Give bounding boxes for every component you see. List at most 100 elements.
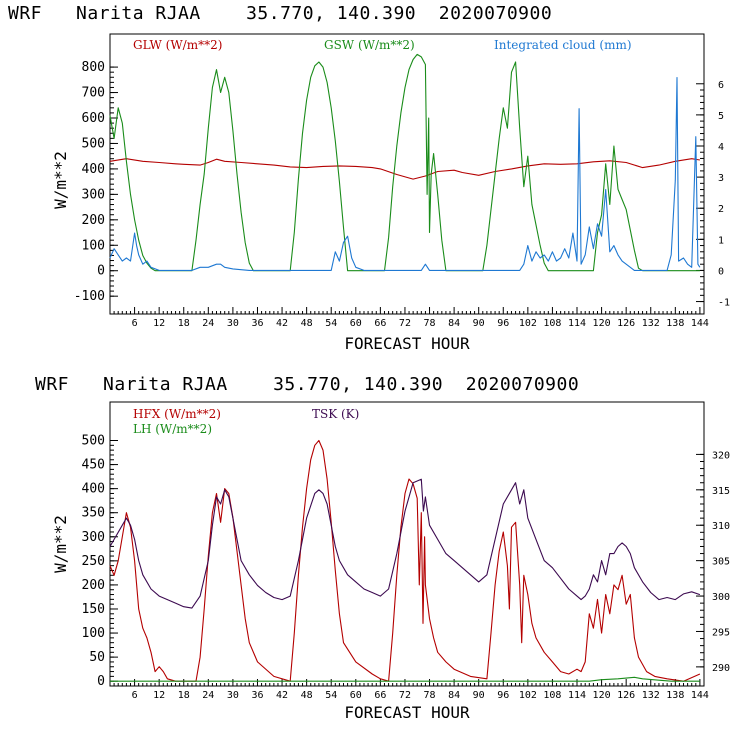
- y2-tick-label: 4: [718, 142, 724, 153]
- top-y-axis-label: W/m**2: [51, 151, 70, 209]
- top-chart-title: WRF Narita RJAA 35.770, 140.390 20200709…: [8, 3, 552, 24]
- legend-hfx: HFX (W/m**2): [133, 407, 221, 421]
- y-tick-label: 150: [82, 602, 105, 617]
- y-tick-label: -100: [74, 289, 105, 304]
- x-tick-label: 18: [178, 690, 190, 701]
- y-tick-label: 0: [97, 674, 105, 689]
- y-tick-label: 350: [82, 506, 105, 521]
- top-plot-area: 6 12 18 24 30 36 42 48 54 60 66 72 78 84 90 96 102 108 114…: [74, 33, 730, 329]
- x-tick-label: 54: [325, 318, 337, 329]
- top-axis-ticks: 6 12 18 24 30 36 42 48 54 60 66 72 78 84 90 96 102 108 114…: [74, 60, 730, 329]
- x-tick-label: 102: [519, 690, 537, 701]
- x-tick-label: 90: [473, 318, 485, 329]
- y-tick-label: 250: [82, 554, 105, 569]
- x-tick-label: 96: [497, 318, 509, 329]
- y-tick-label: 300: [82, 530, 105, 545]
- y-tick-label: 0: [97, 264, 105, 279]
- x-tick-label: 72: [399, 318, 411, 329]
- x-tick-label: 84: [448, 318, 460, 329]
- y-tick-label: 450: [82, 458, 105, 473]
- y2-tick-label: 305: [712, 557, 730, 568]
- x-tick-label: 132: [642, 690, 660, 701]
- x-tick-label: 114: [568, 318, 586, 329]
- x-tick-label: 114: [568, 690, 586, 701]
- y-tick-label: 700: [82, 86, 105, 101]
- x-tick-label: 60: [350, 690, 362, 701]
- bottom-y-axis-label: W/m**2: [51, 515, 70, 573]
- top-series-group: [109, 53, 701, 272]
- x-tick-label: 120: [593, 690, 611, 701]
- x-tick-label: 102: [519, 318, 537, 329]
- legend-integrated-cloud: Integrated cloud (mm): [494, 38, 632, 52]
- y2-tick-label: 0: [718, 266, 724, 277]
- x-tick-label: 12: [153, 690, 165, 701]
- x-tick-label: 108: [543, 318, 561, 329]
- legend-glw: GLW (W/m**2): [133, 38, 222, 52]
- x-tick-label: 66: [374, 690, 386, 701]
- x-tick-label: 24: [202, 690, 214, 701]
- y-tick-label: 600: [82, 111, 105, 126]
- y2-tick-label: 300: [712, 592, 730, 603]
- top-plot-frame: [109, 33, 705, 315]
- x-tick-label: 78: [424, 690, 436, 701]
- x-tick-label: 18: [178, 318, 190, 329]
- x-tick-label: 90: [473, 690, 485, 701]
- series-line-gsw: [109, 53, 700, 272]
- panel-bottom: WRF Narita RJAA 35.770, 140.390 20200709…: [35, 374, 730, 722]
- x-tick-label: 6: [132, 690, 138, 701]
- x-tick-label: 144: [691, 318, 709, 329]
- y2-tick-label: 2: [718, 204, 724, 215]
- x-tick-label: 60: [350, 318, 362, 329]
- y-tick-label: 100: [82, 626, 105, 641]
- y-tick-label: 400: [82, 482, 105, 497]
- bottom-plot-area: 6 12 18 24 30 36 42 48 54 60 66 72 78 84 90 96 102 108 114…: [82, 401, 731, 701]
- legend-tsk: TSK (K): [312, 407, 359, 421]
- y2-tick-label: 3: [718, 173, 724, 184]
- x-tick-label: 78: [424, 318, 436, 329]
- x-tick-label: 144: [691, 690, 709, 701]
- x-tick-label: 66: [374, 318, 386, 329]
- y2-tick-label: 320: [712, 450, 730, 461]
- y-tick-label: 800: [82, 60, 105, 75]
- legend-lh: LH (W/m**2): [133, 422, 212, 436]
- x-tick-label: 126: [617, 690, 635, 701]
- y-tick-label: 200: [82, 213, 105, 228]
- y-tick-label: 500: [82, 136, 105, 151]
- y2-tick-label: 6: [718, 80, 724, 91]
- y-tick-label: 300: [82, 187, 105, 202]
- bottom-series-group: [109, 439, 701, 682]
- x-tick-label: 138: [666, 690, 684, 701]
- y-tick-label: 500: [82, 434, 105, 449]
- y2-tick-label: -1: [718, 298, 730, 309]
- x-tick-label: 84: [448, 690, 460, 701]
- series-line-tsk: [109, 478, 701, 609]
- y-tick-label: 400: [82, 162, 105, 177]
- bottom-axis-ticks: 6 12 18 24 30 36 42 48 54 60 66 72 78 84 90 96 102 108 114…: [82, 434, 731, 701]
- y2-tick-label: 290: [712, 663, 730, 674]
- y-tick-label: 200: [82, 578, 105, 593]
- x-tick-label: 72: [399, 690, 411, 701]
- y-tick-label: 100: [82, 238, 105, 253]
- x-tick-label: 12: [153, 318, 165, 329]
- x-tick-label: 138: [666, 318, 684, 329]
- x-tick-label: 30: [227, 318, 239, 329]
- x-tick-label: 96: [497, 690, 509, 701]
- x-tick-label: 30: [227, 690, 239, 701]
- y2-tick-label: 5: [718, 111, 724, 122]
- series-line-hfx: [109, 439, 701, 682]
- x-tick-label: 48: [301, 690, 313, 701]
- x-tick-label: 36: [251, 690, 263, 701]
- series-line-integrated: [109, 77, 701, 271]
- x-tick-label: 42: [276, 318, 288, 329]
- x-tick-label: 42: [276, 690, 288, 701]
- y2-tick-label: 315: [712, 486, 730, 497]
- x-tick-label: 24: [202, 318, 214, 329]
- series-line-lh: [110, 676, 700, 682]
- x-tick-label: 6: [132, 318, 138, 329]
- y2-tick-label: 310: [712, 521, 730, 532]
- x-tick-label: 36: [251, 318, 263, 329]
- y2-tick-label: 1: [718, 235, 724, 246]
- panel-top: WRF Narita RJAA 35.770, 140.390 20200709…: [8, 3, 730, 353]
- y-tick-label: 50: [89, 650, 105, 665]
